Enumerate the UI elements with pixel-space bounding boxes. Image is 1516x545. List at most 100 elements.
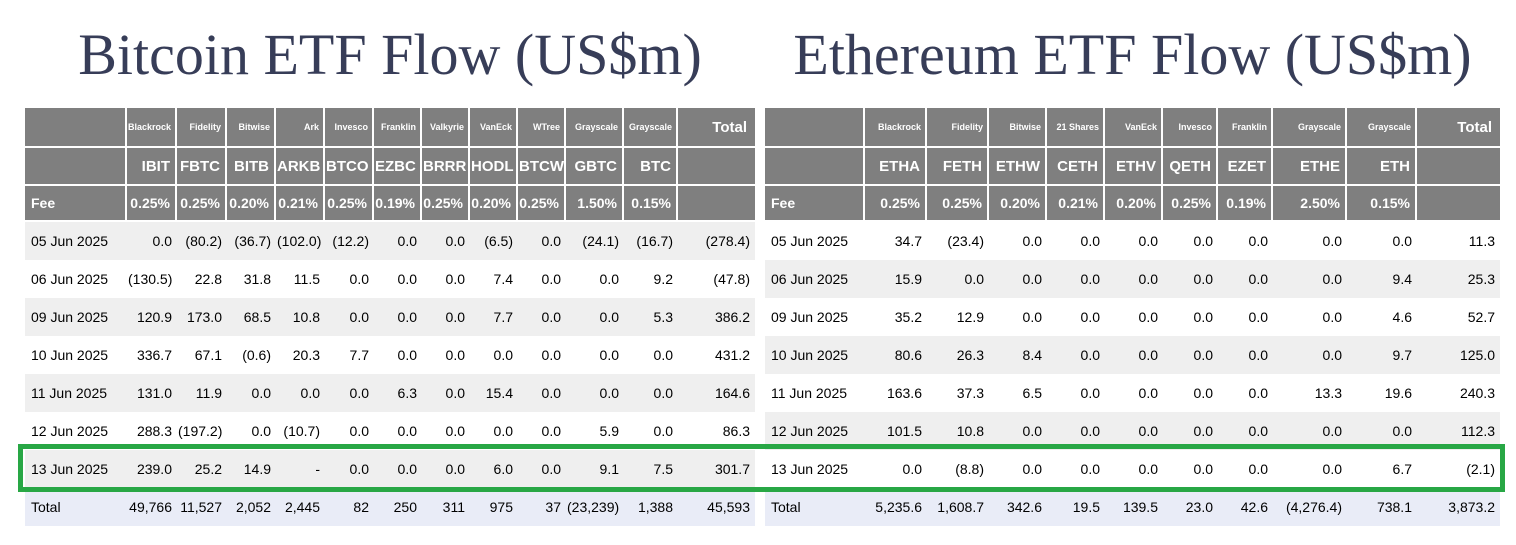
flow-value: 0.0	[1218, 374, 1273, 412]
flow-value: 8.4	[989, 336, 1047, 374]
flow-value: 15.4	[470, 374, 518, 412]
bitcoin-row-11-jun-2025: 11 Jun 2025 131.0 11.9 0.0 0.0 0.0 6.3 0.0 15.4 0…	[25, 374, 755, 412]
bitcoin-row-09-jun-2025: 09 Jun 2025 120.9 173.0 68.5 10.8 0.0 0.0 0.0 7.…	[25, 298, 755, 336]
flow-value: 0.0	[1105, 336, 1163, 374]
flow-value: 0.0	[566, 260, 624, 298]
bitcoin-table-container: Blackrock Fidelity Bitwise Ark Invesco Frankl…	[25, 108, 755, 526]
bitcoin-row-10-jun-2025: 10 Jun 2025 336.7 67.1 (0.6) 20.3 7.7 0.0 0.0 0.…	[25, 336, 755, 374]
flow-value: 0.0	[566, 374, 624, 412]
fee-value: 0.25%	[927, 186, 989, 222]
flow-value: 0.0	[422, 336, 470, 374]
fee-value: 0.19%	[1218, 186, 1273, 222]
flow-value: (23.4)	[927, 222, 989, 260]
total-value: 42.6	[1218, 488, 1273, 526]
total-column-header: Total	[678, 108, 755, 148]
flow-value: 0.0	[624, 336, 678, 374]
row-date: 06 Jun 2025	[765, 260, 865, 298]
flow-value: 240.3	[1417, 374, 1500, 412]
total-value: (23,239)	[566, 488, 624, 526]
date-column-corner	[765, 108, 865, 148]
issuer-label: Franklin	[1218, 108, 1273, 148]
row-date: 05 Jun 2025	[765, 222, 865, 260]
total-value: 1,608.7	[927, 488, 989, 526]
flow-value: 0.0	[1047, 298, 1105, 336]
flow-value: (80.2)	[177, 222, 227, 260]
flow-value: 12.9	[927, 298, 989, 336]
total-fee-blank	[1417, 186, 1500, 222]
bitcoin-row-05-jun-2025: 05 Jun 2025 0.0 (80.2) (36.7) (102.0) (12.2) 0…	[25, 222, 755, 260]
flow-value: 26.3	[927, 336, 989, 374]
issuer-label: Invesco	[1163, 108, 1218, 148]
ethereum-row-10-jun-2025: 10 Jun 2025 80.6 26.3 8.4 0.0 0.0 0.0 0.0 0.0 9.7…	[765, 336, 1500, 374]
flow-value: (10.7)	[276, 412, 325, 450]
issuer-label: Ark	[276, 108, 325, 148]
total-value: 19.5	[1047, 488, 1105, 526]
total-value: 3,873.2	[1417, 488, 1500, 526]
flow-value: 52.7	[1417, 298, 1500, 336]
ticker-label: FETH	[927, 148, 989, 186]
date-column-blank	[25, 148, 127, 186]
flow-value: 0.0	[1105, 260, 1163, 298]
fee-value: 0.25%	[865, 186, 927, 222]
ticker-label: QETH	[1163, 148, 1218, 186]
ticker-label: BTCO	[325, 148, 374, 186]
flow-value: 0.0	[1163, 412, 1218, 450]
issuer-label: Blackrock	[865, 108, 927, 148]
issuer-label: Grayscale	[1347, 108, 1417, 148]
flow-value: 68.5	[227, 298, 276, 336]
flow-value: 6.0	[470, 450, 518, 488]
flow-value: (2.1)	[1417, 450, 1500, 488]
flow-value: 0.0	[1218, 336, 1273, 374]
flow-value: 9.4	[1347, 260, 1417, 298]
flow-value: 0.0	[989, 260, 1047, 298]
bitcoin-total-row: Total 49,766 11,527 2,052 2,445 82 250 311 975 37…	[25, 488, 755, 526]
flow-value: 0.0	[518, 260, 566, 298]
flow-value: 11.3	[1417, 222, 1500, 260]
flow-value: 0.0	[127, 222, 177, 260]
fee-value: 0.25%	[422, 186, 470, 222]
row-date: 10 Jun 2025	[765, 336, 865, 374]
row-date: 12 Jun 2025	[765, 412, 865, 450]
total-column-header: Total	[1417, 108, 1500, 148]
bitcoin-row-06-jun-2025: 06 Jun 2025 (130.5) 22.8 31.8 11.5 0.0 0.0 0.0 7…	[25, 260, 755, 298]
fee-value: 0.20%	[1105, 186, 1163, 222]
issuer-label: Valkyrie	[422, 108, 470, 148]
flow-value: (278.4)	[678, 222, 755, 260]
flow-value: (102.0)	[276, 222, 325, 260]
fee-value: 0.25%	[177, 186, 227, 222]
bitcoin-row-13-jun-2025: 13 Jun 2025 239.0 25.2 14.9-0.0 0.0 0.0 6.0 0.0…	[25, 450, 755, 488]
flow-value: 0.0	[1347, 412, 1417, 450]
flow-value: 80.6	[865, 336, 927, 374]
total-value: 738.1	[1347, 488, 1417, 526]
issuer-label: Grayscale	[1273, 108, 1347, 148]
flow-value: 0.0	[566, 336, 624, 374]
flow-value: 0.0	[374, 450, 422, 488]
flow-value: 431.2	[678, 336, 755, 374]
flow-value: 14.9	[227, 450, 276, 488]
flow-value: 173.0	[177, 298, 227, 336]
fee-value: 0.25%	[127, 186, 177, 222]
row-date: 10 Jun 2025	[25, 336, 127, 374]
flow-value: 0.0	[1105, 222, 1163, 260]
flow-value: 0.0	[1273, 412, 1347, 450]
row-date: 06 Jun 2025	[25, 260, 127, 298]
flow-value: 0.0	[1047, 450, 1105, 488]
ticker-label: ETHV	[1105, 148, 1163, 186]
issuer-label: Bitwise	[989, 108, 1047, 148]
flow-value: 0.0	[566, 298, 624, 336]
flow-value: 86.3	[678, 412, 755, 450]
flow-value: 0.0	[1273, 336, 1347, 374]
issuer-label: Invesco	[325, 108, 374, 148]
issuer-label: Grayscale	[566, 108, 624, 148]
total-value: 37	[518, 488, 566, 526]
flow-value: 163.6	[865, 374, 927, 412]
fee-value: 0.15%	[1347, 186, 1417, 222]
flow-value: 125.0	[1417, 336, 1500, 374]
total-value: 139.5	[1105, 488, 1163, 526]
fee-value: 0.25%	[1163, 186, 1218, 222]
flow-value: 5.3	[624, 298, 678, 336]
flow-value: 7.7	[470, 298, 518, 336]
fee-value: 0.25%	[518, 186, 566, 222]
fee-value: 0.20%	[989, 186, 1047, 222]
flow-value: 288.3	[127, 412, 177, 450]
